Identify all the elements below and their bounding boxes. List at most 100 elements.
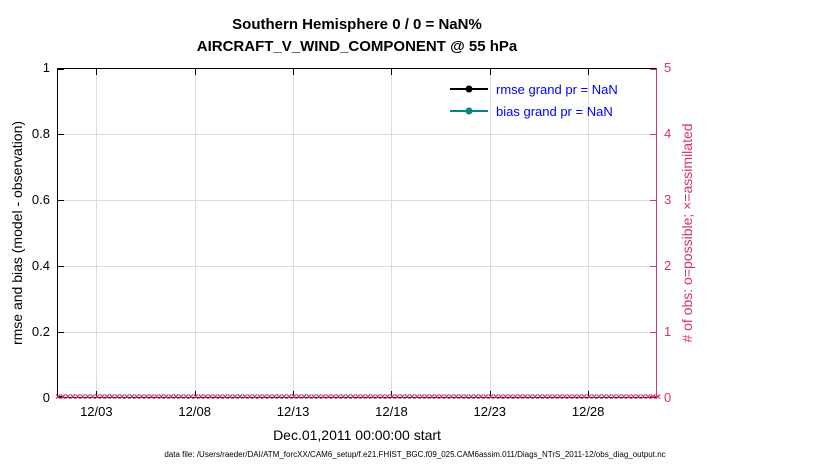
bottom-tick-mark	[588, 391, 590, 397]
data-file-footer: data file: /Users/raeder/DAI/ATM_forcXX/…	[164, 450, 666, 459]
obs-marker: ×	[59, 392, 66, 403]
right-tick-mark	[650, 332, 656, 333]
obs-marker: ×	[168, 392, 175, 403]
obs-marker: ×	[355, 392, 361, 403]
obs-marker: ×	[153, 392, 160, 403]
obs-marker: ×	[620, 392, 627, 403]
obs-marker: ×	[458, 392, 465, 403]
obs-marker: ×	[271, 392, 278, 403]
x-axis-tick-label: 12/28	[571, 404, 605, 419]
left-tick-mark	[58, 69, 64, 70]
obs-marker: ×	[468, 392, 475, 403]
obs-marker: ×	[610, 392, 617, 403]
rmse-line-sample	[450, 85, 488, 93]
obs-marker: ×	[482, 392, 489, 403]
obs-marker: ×	[389, 392, 396, 403]
obs-marker: ×	[300, 392, 307, 403]
left-axis-tick-label: 0.8	[31, 126, 50, 141]
obs-marker: ×	[148, 392, 155, 403]
obs-marker: ×	[487, 392, 494, 403]
obs-marker: ×	[409, 392, 416, 403]
obs-marker: ×	[596, 392, 602, 403]
obs-marker: ×	[212, 392, 219, 403]
rmse-marker-dot	[465, 85, 473, 93]
v-gridline	[391, 69, 393, 397]
obs-marker: ×	[591, 392, 597, 403]
obs-marker: ×	[379, 392, 386, 403]
obs-marker: ×	[55, 392, 61, 403]
top-tick-mark	[588, 69, 590, 75]
obs-marker: ×	[178, 392, 184, 403]
left-tick-mark	[58, 332, 64, 333]
v-gridline	[96, 69, 98, 397]
left-tick-mark	[58, 200, 64, 201]
obs-marker: ×	[202, 392, 209, 403]
obs-marker: ×	[64, 392, 71, 403]
obs-marker: ×	[532, 392, 538, 403]
obs-marker: ×	[79, 392, 86, 403]
obs-marker: ×	[246, 392, 253, 403]
right-axis-label: # of obs: o=possible; ×=assimilated	[679, 123, 695, 343]
obs-marker: ×	[645, 392, 652, 403]
obs-marker: ×	[384, 392, 391, 403]
obs-marker: ×	[232, 392, 238, 403]
right-axis-tick-label: 2	[664, 258, 672, 273]
obs-marker: ×	[74, 392, 81, 403]
legend-entry-bias: bias grand pr = NaN	[450, 100, 618, 122]
obs-marker: ×	[310, 392, 317, 403]
obs-marker: ×	[143, 392, 150, 403]
obs-marker: ×	[173, 392, 179, 403]
right-tick-mark	[650, 200, 656, 201]
obs-marker: ×	[163, 392, 170, 403]
left-tick-mark	[58, 134, 64, 135]
obs-marker: ×	[207, 392, 214, 403]
x-axis-tick-label: 12/08	[178, 404, 211, 419]
obs-marker: ×	[286, 392, 293, 403]
chart-title: Southern Hemisphere 0 / 0 = NaN%	[232, 16, 482, 33]
obs-marker: ×	[237, 392, 243, 403]
left-tick-mark	[58, 266, 64, 267]
left-axis-tick-label: 1	[42, 60, 50, 75]
obs-marker: ×	[119, 392, 125, 403]
obs-marker: ×	[251, 392, 258, 403]
obs-marker: ×	[296, 392, 302, 403]
h-gridline	[58, 200, 656, 201]
obs-marker: ×	[541, 392, 548, 403]
obs-marker: ×	[640, 392, 647, 403]
obs-marker: ×	[655, 392, 661, 403]
obs-marker: ×	[561, 392, 568, 403]
bottom-tick-mark	[489, 391, 491, 397]
obs-marker: ×	[227, 392, 234, 403]
bottom-tick-mark	[293, 391, 295, 397]
legend-label-rmse: rmse grand pr = NaN	[496, 81, 618, 97]
obs-marker: ×	[256, 392, 263, 403]
obs-marker: ×	[586, 392, 593, 403]
obs-marker: ×	[423, 392, 430, 403]
obs-marker: ×	[84, 392, 91, 403]
x-axis-tick-label: 12/13	[276, 404, 310, 419]
obs-marker: ×	[419, 392, 425, 403]
obs-marker: ×	[453, 392, 460, 403]
obs-marker: ×	[428, 392, 435, 403]
legend-entry-rmse: rmse grand pr = NaN	[450, 78, 618, 100]
obs-marker: ×	[94, 392, 101, 403]
obs-marker: ×	[335, 392, 342, 403]
obs-marker: ×	[359, 392, 366, 403]
obs-marker: ×	[517, 392, 524, 403]
obs-marker: ×	[537, 392, 543, 403]
obs-marker: ×	[625, 392, 632, 403]
left-axis-tick-label: 0	[42, 390, 50, 405]
obs-marker: ×	[492, 392, 499, 403]
right-axis-tick-label: 3	[664, 192, 672, 207]
obs-marker: ×	[551, 392, 558, 403]
obs-marker: ×	[340, 392, 347, 403]
obs-marker: ×	[507, 392, 514, 403]
obs-marker: ×	[89, 392, 96, 403]
bottom-tick-mark	[96, 391, 98, 397]
legend: rmse grand pr = NaN bias grand pr = NaN	[450, 78, 618, 122]
obs-marker: ×	[448, 392, 455, 403]
bottom-tick-mark	[194, 391, 196, 397]
obs-marker: ×	[463, 392, 470, 403]
obs-marker: ×	[600, 392, 607, 403]
right-axis-tick-label: 1	[664, 324, 672, 339]
